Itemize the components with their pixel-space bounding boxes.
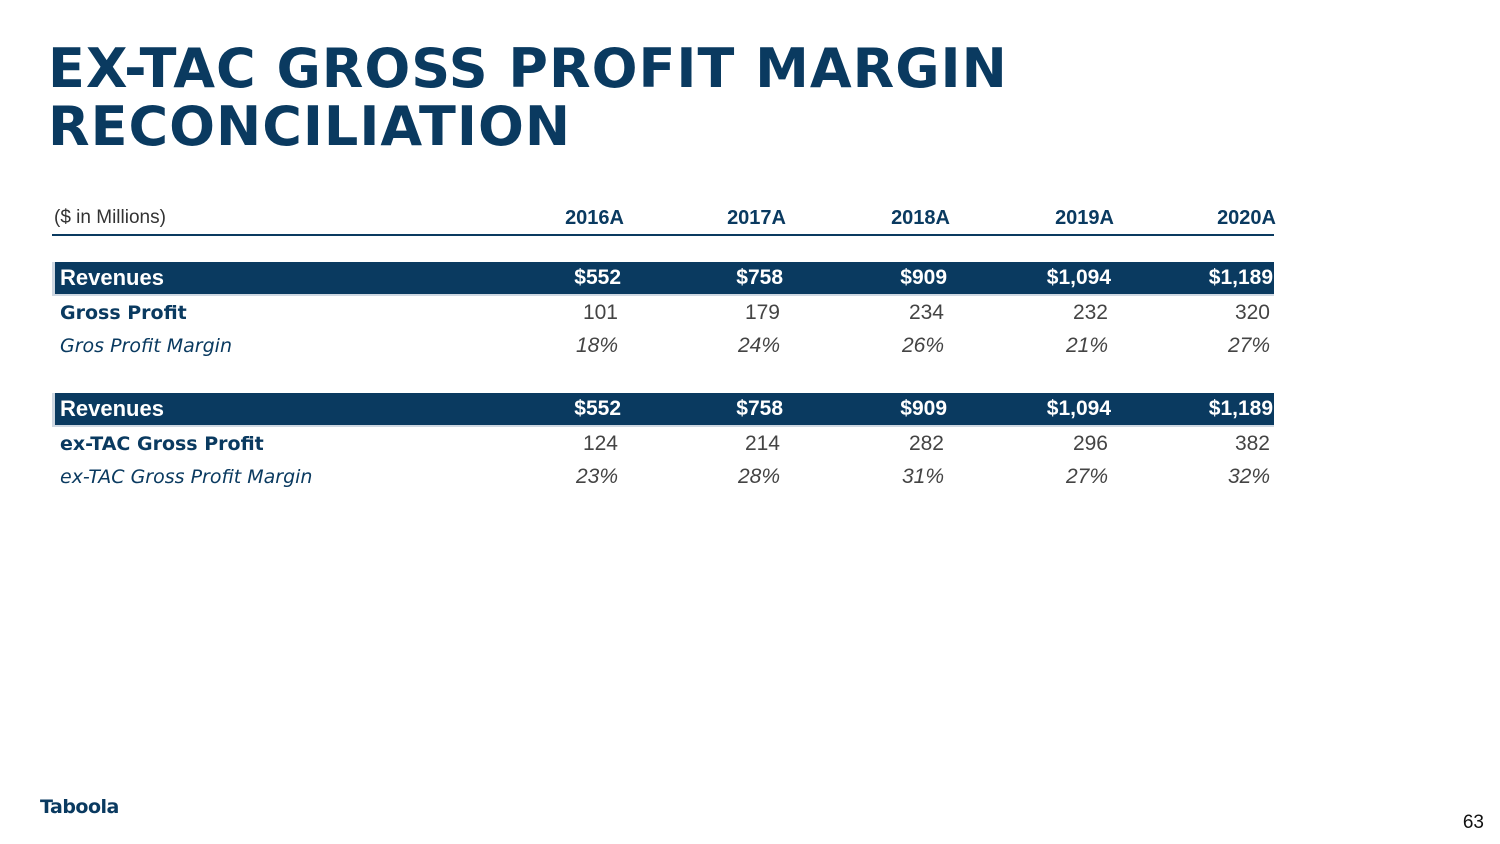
year-header: 2018A xyxy=(891,206,950,229)
unit-label: ($ in Millions) xyxy=(54,207,166,228)
value-cell: $1,094 xyxy=(1046,397,1111,420)
taboola-logo: Taboola xyxy=(40,796,119,818)
value-cell: $909 xyxy=(900,266,947,289)
value-cell: 23% xyxy=(575,464,618,488)
year-header: 2016A xyxy=(565,206,624,229)
value-cell: 21% xyxy=(1065,333,1108,357)
reconciliation-table: ($ in Millions) 2016A 2017A 2018A 2019A … xyxy=(52,202,1276,493)
year-header: 2019A xyxy=(1055,206,1114,229)
value-cell: 179 xyxy=(744,300,780,324)
row-label: Revenues xyxy=(60,265,164,290)
value-cell: 214 xyxy=(744,431,780,455)
gross-profit-row: Gross Profit 101 179 234 232 320 xyxy=(52,296,1274,329)
value-cell: 26% xyxy=(901,333,944,357)
value-cell: $552 xyxy=(574,397,621,420)
value-cell: $1,189 xyxy=(1208,266,1273,289)
value-cell: 28% xyxy=(737,464,780,488)
table-header-row: ($ in Millions) 2016A 2017A 2018A 2019A … xyxy=(52,202,1276,236)
page-title-line-1: EX-TAC GROSS PROFIT MARGIN xyxy=(48,37,1008,100)
value-cell: 232 xyxy=(1072,300,1108,324)
value-cell: 27% xyxy=(1227,333,1270,357)
value-cell: 31% xyxy=(901,464,944,488)
value-cell: $758 xyxy=(736,397,783,420)
ex-tac-gross-profit-margin-row: ex-TAC Gross Profit Margin 23% 28% 31% 2… xyxy=(52,460,1274,493)
row-label: Revenues xyxy=(60,396,164,421)
value-cell: 296 xyxy=(1072,431,1108,455)
value-cell: $758 xyxy=(736,266,783,289)
row-label: Gross Profit xyxy=(60,301,187,324)
year-header: 2017A xyxy=(727,206,786,229)
value-cell: 27% xyxy=(1065,464,1108,488)
revenues-row: Revenues $552 $758 $909 $1,094 $1,189 xyxy=(52,393,1274,427)
value-cell: $1,189 xyxy=(1208,397,1273,420)
value-cell: 101 xyxy=(582,300,618,324)
value-cell: $1,094 xyxy=(1046,266,1111,289)
value-cell: $552 xyxy=(574,266,621,289)
revenues-row: Revenues $552 $758 $909 $1,094 $1,189 xyxy=(52,262,1274,296)
page-number: 63 xyxy=(1462,812,1484,833)
ex-tac-gross-profit-row: ex-TAC Gross Profit 124 214 282 296 382 xyxy=(52,427,1274,460)
row-label: Gros Profit Margin xyxy=(60,334,232,357)
gross-profit-margin-row: Gros Profit Margin 18% 24% 26% 21% 27% xyxy=(52,329,1274,362)
page-title-line-2: RECONCILIATION xyxy=(48,95,572,158)
value-cell: 320 xyxy=(1234,300,1270,324)
page-title: EX-TAC GROSS PROFIT MARGIN RECONCILIATIO… xyxy=(48,40,1148,156)
year-header: 2020A xyxy=(1217,206,1276,229)
value-cell: 382 xyxy=(1234,431,1270,455)
value-cell: $909 xyxy=(900,397,947,420)
value-cell: 124 xyxy=(582,431,618,455)
value-cell: 24% xyxy=(737,333,780,357)
row-label: ex-TAC Gross Profit xyxy=(60,432,264,455)
value-cell: 18% xyxy=(575,333,618,357)
value-cell: 234 xyxy=(908,300,944,324)
value-cell: 32% xyxy=(1227,464,1270,488)
value-cell: 282 xyxy=(908,431,944,455)
row-label: ex-TAC Gross Profit Margin xyxy=(60,465,313,488)
